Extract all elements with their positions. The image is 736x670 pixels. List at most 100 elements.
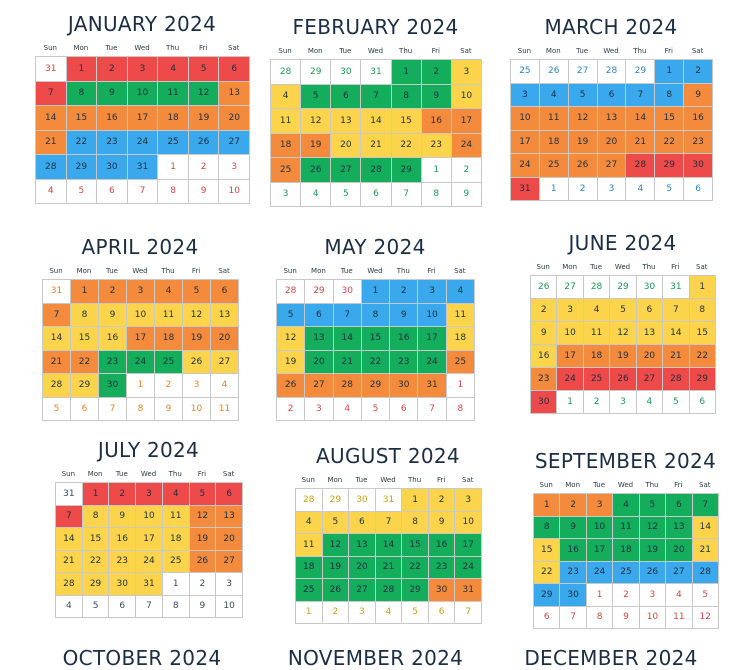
day-cell[interactable]: 13 (349, 534, 376, 557)
day-cell[interactable]: 17 (127, 327, 155, 351)
day-cell[interactable]: 10 (183, 397, 211, 421)
day-cell[interactable]: 2 (97, 57, 128, 82)
day-cell[interactable]: 15 (71, 327, 99, 351)
day-cell[interactable]: 25 (158, 130, 189, 155)
day-cell[interactable]: 2 (390, 280, 419, 304)
day-cell[interactable]: 6 (109, 595, 137, 618)
day-cell[interactable]: 1 (557, 391, 584, 414)
day-cell[interactable]: 27 (211, 350, 239, 374)
day-cell[interactable]: 27 (568, 60, 598, 84)
day-cell[interactable]: 22 (82, 550, 110, 573)
day-cell[interactable]: 4 (301, 182, 332, 207)
day-cell[interactable]: 8 (66, 81, 98, 106)
day-cell[interactable]: 7 (391, 182, 422, 207)
day-cell[interactable]: 10 (127, 303, 155, 327)
day-cell[interactable]: 10 (219, 179, 250, 204)
day-cell[interactable]: 30 (349, 489, 376, 512)
day-cell[interactable]: 1 (689, 276, 716, 299)
day-cell[interactable]: 27 (219, 130, 250, 155)
day-cell[interactable]: 13 (305, 327, 334, 351)
day-cell[interactable]: 22 (534, 561, 561, 584)
day-cell[interactable]: 26 (639, 561, 667, 584)
day-cell[interactable]: 19 (301, 133, 332, 158)
day-cell[interactable]: 28 (277, 280, 306, 304)
day-cell[interactable]: 4 (446, 280, 475, 304)
day-cell[interactable]: 14 (361, 109, 392, 134)
day-cell[interactable]: 18 (446, 327, 475, 351)
day-cell[interactable]: 2 (155, 374, 183, 398)
day-cell[interactable]: 18 (583, 345, 611, 368)
day-cell[interactable]: 1 (391, 60, 422, 85)
day-cell[interactable]: 28 (626, 154, 656, 178)
day-cell[interactable]: 6 (216, 483, 243, 506)
day-cell[interactable]: 23 (421, 133, 452, 158)
day-cell[interactable]: 2 (421, 60, 452, 85)
day-cell[interactable]: 21 (663, 345, 690, 368)
day-cell[interactable]: 19 (568, 130, 598, 154)
day-cell[interactable]: 8 (586, 606, 614, 629)
day-cell[interactable]: 27 (557, 276, 584, 299)
day-cell[interactable]: 12 (277, 327, 306, 351)
day-cell[interactable]: 8 (162, 595, 190, 618)
day-cell[interactable]: 4 (666, 584, 693, 607)
day-cell[interactable]: 16 (684, 107, 713, 131)
day-cell[interactable]: 13 (219, 81, 250, 106)
day-cell[interactable]: 17 (511, 130, 540, 154)
day-cell[interactable]: 21 (361, 133, 392, 158)
day-cell[interactable]: 20 (331, 133, 362, 158)
day-cell[interactable]: 28 (271, 60, 302, 85)
day-cell[interactable]: 28 (692, 561, 719, 584)
day-cell[interactable]: 19 (188, 106, 220, 131)
day-cell[interactable]: 28 (36, 155, 67, 180)
day-cell[interactable]: 20 (211, 327, 239, 351)
day-cell[interactable]: 17 (451, 109, 482, 134)
day-cell[interactable]: 10 (586, 516, 614, 539)
day-cell[interactable]: 19 (322, 556, 350, 579)
day-cell[interactable]: 6 (331, 84, 362, 109)
day-cell[interactable]: 30 (531, 391, 558, 414)
day-cell[interactable]: 4 (583, 299, 611, 322)
day-cell[interactable]: 9 (109, 505, 137, 528)
day-cell[interactable]: 11 (162, 505, 190, 528)
day-cell[interactable]: 29 (301, 60, 332, 85)
day-cell[interactable]: 31 (455, 579, 482, 602)
day-cell[interactable]: 1 (82, 483, 110, 506)
day-cell[interactable]: 6 (211, 280, 239, 304)
day-cell[interactable]: 17 (127, 106, 159, 131)
day-cell[interactable]: 26 (301, 158, 332, 183)
day-cell[interactable]: 1 (361, 280, 391, 304)
day-cell[interactable]: 6 (219, 57, 250, 82)
day-cell[interactable]: 12 (639, 516, 667, 539)
day-cell[interactable]: 11 (211, 397, 239, 421)
day-cell[interactable]: 1 (158, 155, 189, 180)
day-cell[interactable]: 11 (158, 81, 189, 106)
day-cell[interactable]: 9 (189, 595, 217, 618)
day-cell[interactable]: 18 (155, 327, 183, 351)
day-cell[interactable]: 6 (349, 511, 376, 534)
day-cell[interactable]: 22 (402, 556, 429, 579)
day-cell[interactable]: 31 (43, 280, 71, 304)
day-cell[interactable]: 3 (183, 374, 211, 398)
day-cell[interactable]: 27 (597, 154, 627, 178)
day-cell[interactable]: 10 (127, 81, 159, 106)
day-cell[interactable]: 1 (162, 573, 190, 596)
day-cell[interactable]: 2 (277, 397, 306, 421)
day-cell[interactable]: 3 (127, 280, 155, 304)
day-cell[interactable]: 4 (162, 483, 190, 506)
day-cell[interactable]: 9 (684, 83, 713, 107)
day-cell[interactable]: 23 (97, 130, 128, 155)
day-cell[interactable]: 6 (684, 177, 713, 201)
day-cell[interactable]: 19 (189, 528, 217, 551)
day-cell[interactable]: 14 (626, 107, 656, 131)
day-cell[interactable]: 6 (636, 299, 664, 322)
day-cell[interactable]: 21 (43, 350, 71, 374)
day-cell[interactable]: 15 (66, 106, 98, 131)
day-cell[interactable]: 25 (296, 579, 323, 602)
day-cell[interactable]: 30 (560, 584, 587, 607)
day-cell[interactable]: 7 (99, 397, 127, 421)
day-cell[interactable]: 7 (127, 179, 159, 204)
day-cell[interactable]: 17 (557, 345, 584, 368)
day-cell[interactable]: 22 (361, 350, 391, 374)
day-cell[interactable]: 29 (626, 60, 656, 84)
day-cell[interactable]: 24 (418, 350, 447, 374)
